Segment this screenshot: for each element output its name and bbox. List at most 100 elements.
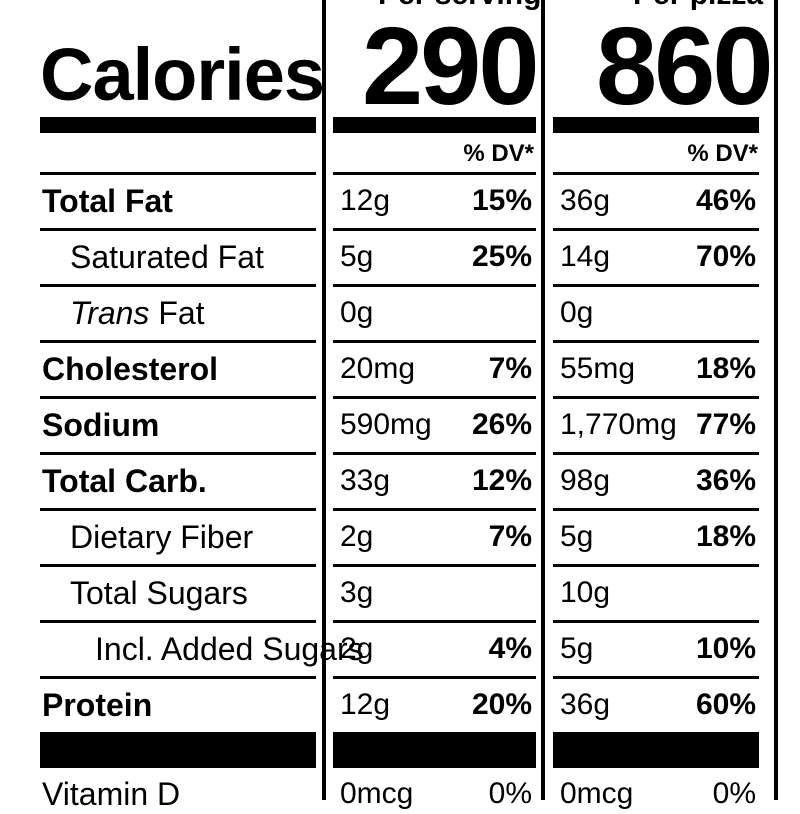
vitamin-d-pizza-dv: 0% — [712, 777, 756, 810]
nutrient-label-text: Fat — [149, 295, 205, 331]
thick-bar-bottom-serving — [333, 732, 536, 768]
row-separator — [553, 676, 759, 679]
dv-header-pizza: % DV* — [687, 140, 758, 167]
row-separator — [333, 172, 536, 175]
pizza-amount: 55mg — [560, 352, 636, 385]
nutrient-label-italic: Trans — [70, 295, 150, 331]
row-separator — [333, 340, 536, 343]
serving-amount: 12g — [340, 184, 391, 217]
divider-right — [774, 0, 778, 800]
row-separator — [553, 508, 759, 511]
row-separator — [553, 228, 759, 231]
vitamin-d-serving-dv: 0% — [488, 777, 532, 810]
pizza-amount: 14g — [560, 240, 611, 273]
row-separator — [553, 452, 759, 455]
pizza-dv: 18% — [695, 520, 756, 553]
serving-amount: 33g — [340, 464, 391, 497]
pizza-amount: 98g — [560, 464, 611, 497]
pizza-amount: 36g — [560, 688, 611, 721]
nutrient-label: Incl. Added Sugars — [95, 631, 364, 667]
serving-dv: 7% — [488, 520, 532, 553]
row-separator — [40, 676, 316, 679]
nutrient-label: Trans Fat — [70, 293, 205, 333]
pizza-amount: 36g — [560, 184, 611, 217]
serving-amount: 3g — [340, 576, 374, 609]
pizza-amount: 5g — [560, 632, 594, 665]
vitamin-d-serving-amount: 0mcg — [340, 777, 414, 810]
pizza-dv: 10% — [695, 632, 756, 665]
nutrient-label: Total Sugars — [70, 575, 248, 611]
pizza-amount: 0g — [560, 296, 594, 329]
serving-amount: 5g — [340, 240, 374, 273]
serving-dv: 7% — [488, 352, 532, 385]
row-separator — [40, 396, 316, 399]
row-separator — [333, 620, 536, 623]
nutrient-label: Protein — [42, 687, 153, 723]
row-separator — [40, 340, 316, 343]
serving-dv: 4% — [488, 632, 532, 665]
nutrient-label: Total Fat — [42, 183, 173, 219]
pizza-amount: 5g — [560, 520, 594, 553]
row-separator — [40, 564, 316, 567]
row-separator — [333, 228, 536, 231]
thick-bar-bottom-label — [40, 732, 316, 768]
calories-per-pizza: 860 — [596, 5, 774, 128]
serving-dv: 20% — [471, 688, 532, 721]
calories-per-serving: 290 — [362, 5, 540, 128]
serving-dv: 25% — [471, 240, 532, 273]
thick-bar-label — [40, 117, 316, 133]
nutrient-label: Dietary Fiber — [70, 519, 254, 555]
row-separator — [333, 284, 536, 287]
row-separator — [40, 284, 316, 287]
row-separator — [553, 172, 759, 175]
serving-dv: 15% — [471, 184, 532, 217]
row-separator — [333, 564, 536, 567]
row-separator — [553, 564, 759, 567]
serving-dv: 12% — [471, 464, 532, 497]
row-separator — [333, 452, 536, 455]
vitamin-d-label: Vitamin D — [42, 776, 181, 812]
nutrient-label: Sodium — [42, 407, 160, 443]
row-separator — [40, 228, 316, 231]
pizza-dv: 46% — [695, 184, 756, 217]
pizza-dv: 60% — [695, 688, 756, 721]
nutrient-label: Saturated Fat — [70, 239, 264, 275]
pizza-amount: 10g — [560, 576, 611, 609]
divider-middle — [541, 0, 545, 800]
thick-bar-serving — [333, 117, 536, 133]
thick-bar-pizza — [553, 117, 759, 133]
per-pizza-header: Per pizza — [633, 0, 763, 12]
pizza-amount: 1,770mg — [560, 408, 677, 441]
row-separator — [333, 396, 536, 399]
row-separator — [333, 676, 536, 679]
thick-bar-bottom-pizza — [553, 732, 759, 768]
nutrient-label: Total Carb. — [42, 463, 207, 499]
dv-header-serving: % DV* — [463, 140, 534, 167]
row-separator — [40, 452, 316, 455]
pizza-dv: 18% — [695, 352, 756, 385]
row-separator — [333, 508, 536, 511]
calories-label: Calories — [40, 33, 325, 116]
divider-left — [322, 0, 326, 800]
row-separator — [553, 284, 759, 287]
pizza-dv: 36% — [695, 464, 756, 497]
row-separator — [40, 620, 316, 623]
serving-amount: 2g — [340, 520, 374, 553]
per-serving-header: Per serving — [378, 0, 541, 12]
serving-amount: 20mg — [340, 352, 416, 385]
nutrient-label: Cholesterol — [42, 351, 219, 387]
row-separator — [553, 620, 759, 623]
serving-amount: 2g — [340, 632, 374, 665]
pizza-dv: 70% — [695, 240, 756, 273]
row-separator — [553, 396, 759, 399]
row-separator — [40, 508, 316, 511]
serving-amount: 12g — [340, 688, 391, 721]
serving-amount: 0g — [340, 296, 374, 329]
vitamin-d-pizza-amount: 0mcg — [560, 777, 634, 810]
row-separator — [40, 172, 316, 175]
serving-amount: 590mg — [340, 408, 432, 441]
row-separator — [553, 340, 759, 343]
pizza-dv: 77% — [695, 408, 756, 441]
serving-dv: 26% — [471, 408, 532, 441]
